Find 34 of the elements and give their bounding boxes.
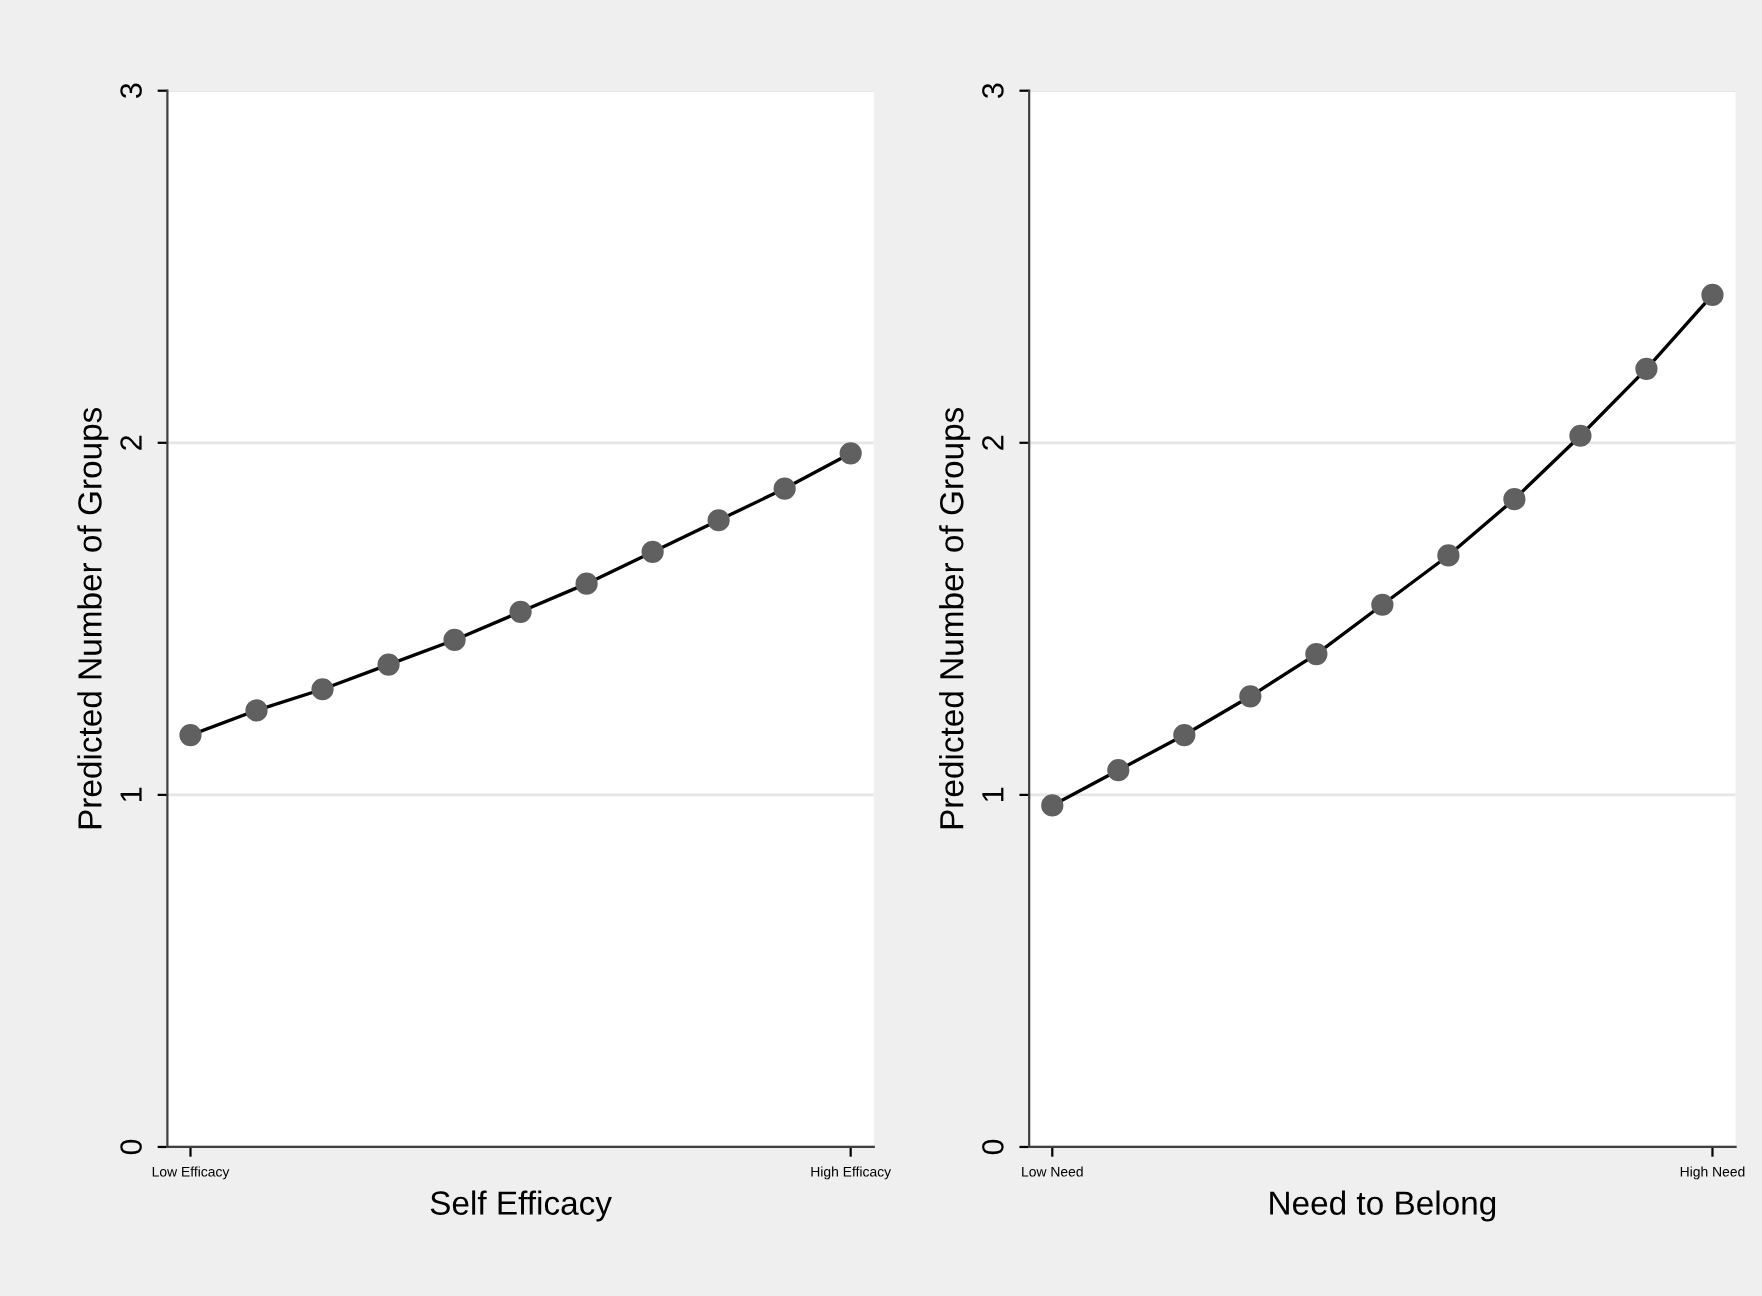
point (1635, 357, 1658, 380)
point (707, 509, 730, 532)
y-tick-label: 2 (120, 435, 142, 450)
y-tick-label: 3 (982, 83, 1004, 99)
point (839, 442, 862, 465)
point (1305, 642, 1328, 666)
point (311, 678, 334, 701)
point (1701, 283, 1724, 307)
y-tick-label: 0 (982, 1139, 1004, 1155)
point (773, 477, 796, 500)
y-tick-label: 1 (120, 787, 142, 802)
point (443, 628, 466, 652)
point (641, 540, 664, 564)
point (1503, 488, 1526, 511)
x-axis-title: Self Efficacy (430, 1190, 612, 1222)
point (377, 653, 400, 676)
point (1107, 759, 1130, 782)
y-tick-label: 2 (982, 435, 1004, 450)
point (245, 699, 268, 722)
y-tick-label: 1 (982, 787, 1004, 802)
y-axis-title: Predicted Number of Groups (77, 407, 109, 829)
point (1239, 685, 1262, 708)
point (509, 600, 532, 623)
point (1173, 723, 1196, 747)
point (1041, 794, 1064, 817)
point (1371, 593, 1394, 616)
y-tick-label: 0 (120, 1139, 142, 1155)
point (1569, 424, 1592, 447)
point (575, 572, 598, 595)
y-axis-title: Predicted Number of Groups (939, 407, 971, 829)
y-tick-label: 3 (120, 83, 142, 99)
point (179, 723, 202, 747)
point (1437, 544, 1460, 567)
x-axis-title: Need to Belong (1270, 1190, 1496, 1222)
